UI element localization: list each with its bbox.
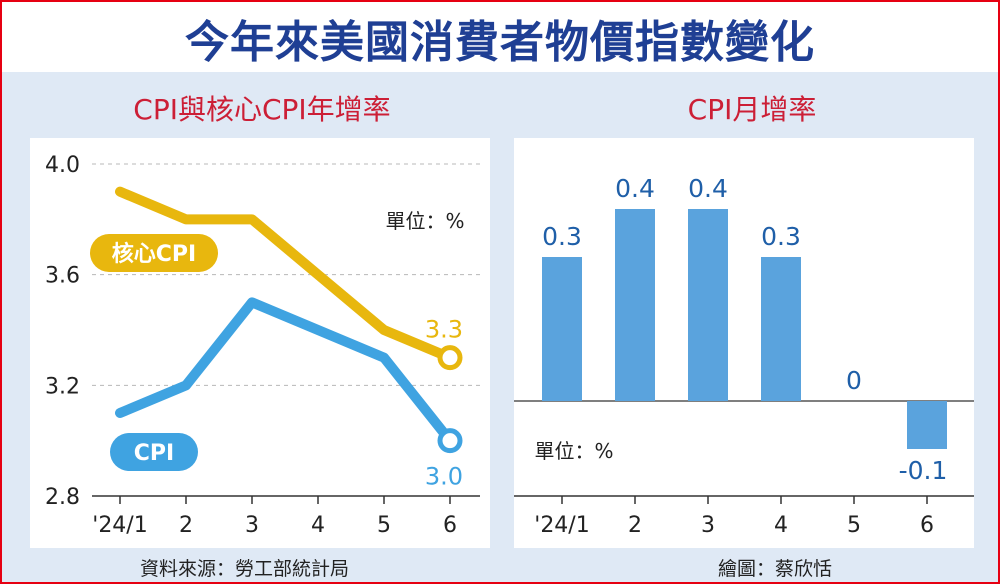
- y-tick-label: 3.2: [45, 374, 80, 399]
- y-tick-label: 3.6: [45, 264, 80, 289]
- cpi-end-marker: [437, 428, 463, 454]
- bar-value-label: 0.4: [615, 174, 655, 203]
- line-chart-labels: 單位：% 3.3 3.0 核心CPI CPI: [90, 209, 465, 491]
- bar-value-label: -0.1: [899, 456, 948, 485]
- x-tick-label: 5: [847, 513, 861, 538]
- x-tick-label: 6: [443, 513, 457, 538]
- x-tick-label: 5: [377, 513, 391, 538]
- bar-chart-panel: '24/1 2 3 4 5 6 0.3 0.4 0.4 0.3 0 -0.1 單位：%: [514, 138, 974, 548]
- x-tick-label: '24/1: [534, 513, 589, 538]
- source-note: 資料來源：勞工部統計局: [140, 558, 350, 580]
- x-tick-label: 2: [179, 513, 193, 538]
- x-tick-label: 3: [701, 513, 715, 538]
- x-tick-label: 4: [311, 513, 325, 538]
- unit-label: 單位：%: [534, 439, 613, 463]
- line-chart-x-ticks: '24/1 2 3 4 5 6: [92, 496, 457, 538]
- title-bar: 今年來美國消費者物價指數變化: [2, 2, 998, 72]
- bar: [688, 209, 728, 401]
- cpi-end-label: 3.0: [425, 463, 463, 491]
- x-tick-label: 6: [920, 513, 934, 538]
- core-cpi-line: [115, 186, 455, 363]
- x-tick-label: 2: [628, 513, 642, 538]
- line-chart-y-ticks: 2.8 3.2 3.6 4.0: [45, 153, 80, 510]
- bar-chart-title: CPI月增率: [687, 93, 817, 126]
- x-tick-label: '24/1: [92, 513, 147, 538]
- x-tick-label: 4: [774, 513, 788, 538]
- bar-chart-labels: 0.3 0.4 0.4 0.3 0 -0.1 單位：%: [534, 174, 947, 485]
- cpi-line: [115, 297, 455, 446]
- line-chart-panel: 2.8 3.2 3.6 4.0 '24/1 2 3 4 5 6 單位：% 3.3 3.0 核心CPI C…: [30, 138, 490, 548]
- bar: [542, 257, 582, 401]
- credit-note: 繪圖：蔡欣恬: [718, 558, 833, 580]
- cpi-legend-label: CPI: [134, 441, 174, 466]
- y-tick-label: 2.8: [45, 485, 80, 510]
- bar: [907, 401, 947, 449]
- line-chart-title: CPI與核心CPI年增率: [133, 93, 391, 126]
- unit-label: 單位：%: [385, 209, 464, 233]
- y-tick-label: 4.0: [45, 153, 80, 178]
- bar-value-label: 0.3: [542, 222, 582, 251]
- x-tick-label: 3: [245, 513, 259, 538]
- core-cpi-end-marker: [437, 345, 463, 371]
- bar-chart-bars: [514, 209, 974, 449]
- bar-chart: '24/1 2 3 4 5 6 0.3 0.4 0.4 0.3 0 -0.1 單位：%: [514, 174, 974, 538]
- bar: [761, 257, 801, 401]
- line-chart-grid: [92, 163, 480, 497]
- bar-chart-x-ticks: '24/1 2 3 4 5 6: [514, 495, 974, 538]
- bar-value-label: 0.4: [688, 174, 728, 203]
- line-chart: 2.8 3.2 3.6 4.0 '24/1 2 3 4 5 6 單位：% 3.3 3.0 核心CPI C…: [45, 153, 480, 538]
- main-title: 今年來美國消費者物價指數變化: [185, 17, 815, 68]
- core-cpi-end-label: 3.3: [425, 316, 463, 344]
- line-chart-series: [115, 186, 463, 454]
- cpi-legend-pill: [110, 433, 198, 471]
- bar-value-label: 0: [846, 366, 862, 395]
- core-cpi-legend-label: 核心CPI: [112, 241, 196, 267]
- bar-value-label: 0.3: [761, 222, 801, 251]
- bar: [615, 209, 655, 401]
- core-cpi-legend-pill: [90, 234, 218, 272]
